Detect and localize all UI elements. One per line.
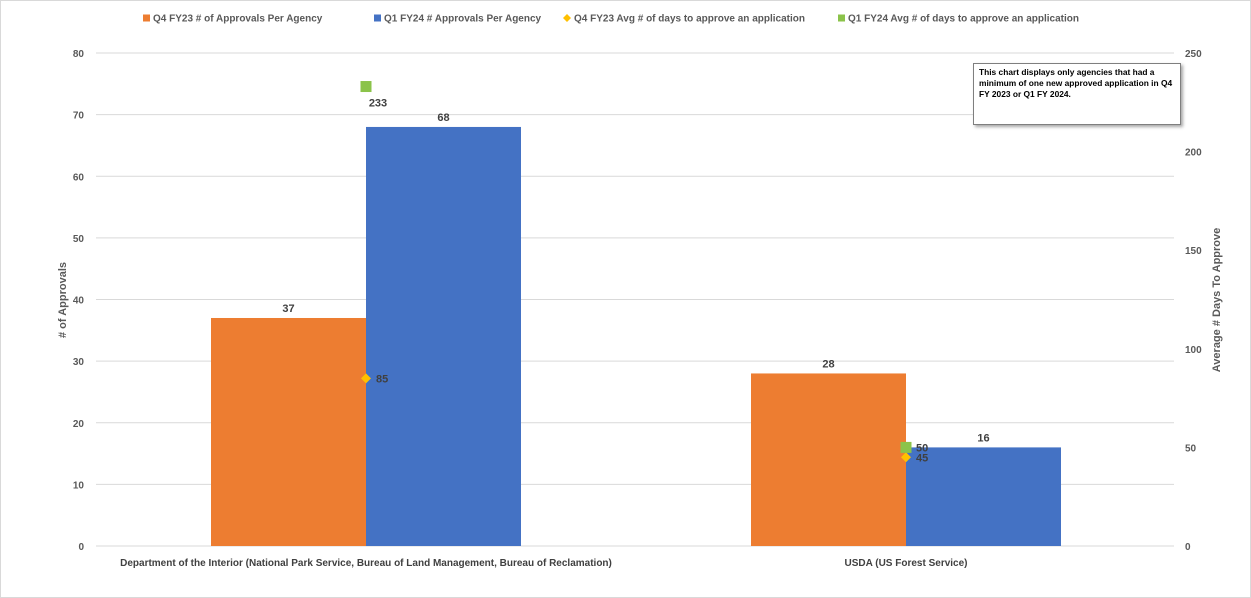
y2-tick-label: 250: [1185, 49, 1202, 60]
data-labels: 37 28 68 16 85 45 233 50: [282, 98, 989, 465]
marker-value-label: 50: [916, 442, 928, 454]
bars: [211, 126, 1061, 546]
y-tick-label: 80: [73, 49, 85, 60]
marker-value-label: 85: [376, 373, 388, 385]
legend-swatch: [143, 14, 150, 22]
legend: Q4 FY23 # of Approvals Per Agency Q1 FY24…: [143, 14, 1079, 25]
square-marker: [360, 81, 372, 93]
y-tick-label: 30: [73, 357, 85, 368]
y-tick-label: 20: [73, 419, 85, 430]
marker-value-label: 45: [916, 452, 928, 464]
markers: [360, 81, 912, 463]
bar-value-label: 28: [822, 358, 834, 370]
y2-tick-label: 100: [1185, 345, 1202, 356]
legend-label: Q1 FY24 Avg # of days to approve an appl…: [848, 14, 1079, 25]
diamond-marker: [901, 452, 911, 463]
y2-axis-title: Average # Days To Approve: [1211, 228, 1223, 372]
legend-label: Q4 FY23 Avg # of days to approve an appl…: [574, 14, 805, 25]
legend-label: Q1 FY24 # Approvals Per Agency: [384, 14, 542, 25]
square-marker: [900, 441, 912, 453]
y-tick-label: 10: [73, 480, 85, 491]
y2-tick-label: 0: [1185, 542, 1191, 553]
y-tick-label: 70: [73, 111, 85, 122]
legend-swatch-diamond: [563, 14, 571, 22]
category-labels: Department of the Interior (National Par…: [120, 558, 967, 569]
bar-value-label: 16: [977, 432, 989, 444]
bar-value-label: 37: [282, 303, 294, 315]
y2-tick-label: 200: [1185, 148, 1202, 159]
y-axis-title: # of Approvals: [57, 262, 69, 338]
diamond-marker: [361, 373, 371, 384]
bar: [211, 317, 366, 546]
right-axis-ticks: 0 50 100 150 200 250: [1185, 49, 1202, 553]
chart-note: This chart displays only agencies that h…: [973, 63, 1181, 125]
x-category-label: USDA (US Forest Service): [845, 558, 968, 569]
y-tick-label: 0: [78, 542, 84, 553]
legend-swatch: [374, 14, 381, 22]
legend-label: Q4 FY23 # of Approvals Per Agency: [153, 14, 323, 25]
bar-value-label: 68: [437, 112, 449, 124]
y-tick-label: 60: [73, 172, 85, 183]
bar: [906, 447, 1061, 546]
left-axis-ticks: 0 10 20 30 40 50 60 70 80: [73, 49, 85, 553]
bar: [751, 373, 906, 546]
y2-tick-label: 150: [1185, 246, 1202, 257]
x-category-label: Department of the Interior (National Par…: [120, 558, 612, 569]
y-tick-label: 40: [73, 296, 85, 307]
y2-tick-label: 50: [1185, 443, 1197, 454]
y-tick-label: 50: [73, 234, 85, 245]
bar: [366, 126, 521, 546]
marker-value-label: 233: [369, 98, 387, 110]
legend-swatch: [838, 14, 845, 22]
